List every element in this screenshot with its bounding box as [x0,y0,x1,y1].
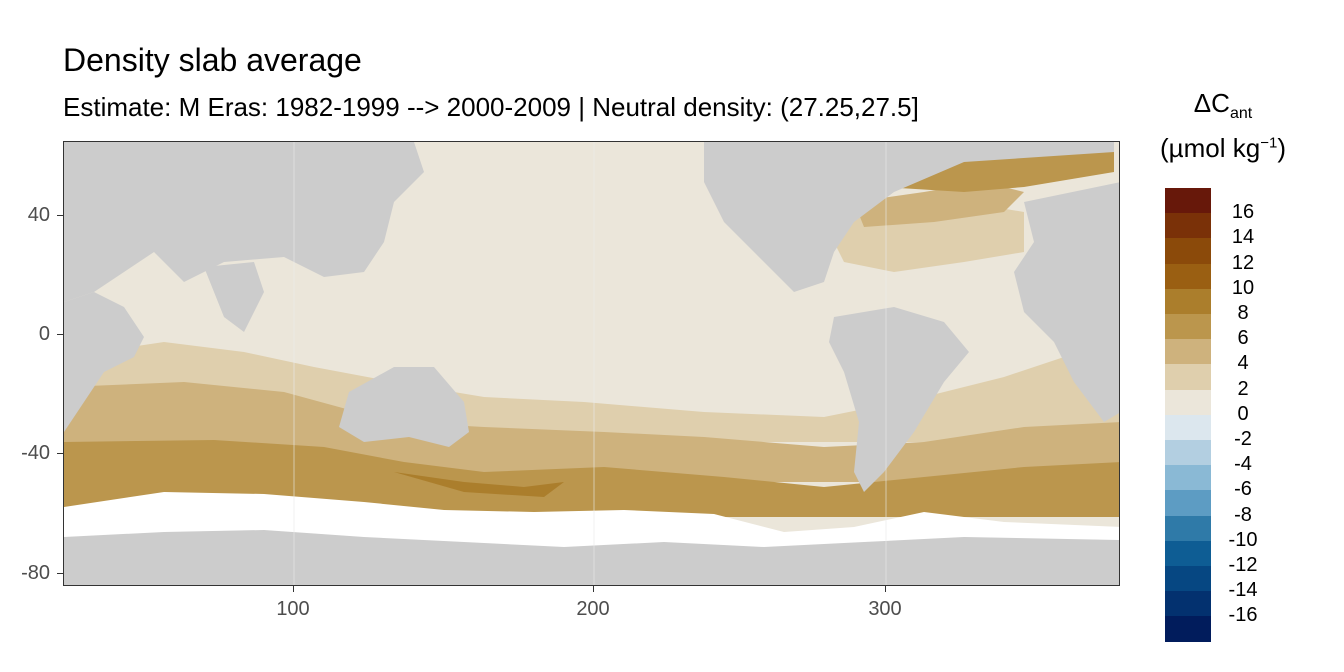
chart-subtitle: Estimate: M Eras: 1982-1999 --> 2000-200… [63,92,919,122]
legend-swatch [1165,288,1211,315]
legend-swatch [1165,263,1211,290]
x-tick-mark [293,586,294,592]
natl-band-2 [854,182,1024,227]
x-tick-mark [593,586,594,592]
legend-label: -16 [1228,604,1258,627]
legend-swatch [1165,314,1211,340]
legend-title: ΔCant [1193,88,1253,123]
legend-swatch [1165,540,1211,567]
legend-swatch [1165,515,1211,542]
legend-swatch [1165,238,1211,265]
legend-label: -4 [1234,453,1252,476]
eurasia-land [64,142,424,302]
north-america-land [704,142,1114,292]
legend-unit: (µmol kg−1) [1160,133,1286,163]
y-tick-mark [57,215,63,216]
legend-swatch [1165,440,1211,466]
chart-title: Density slab average [63,42,362,78]
x-tick-mark [885,586,886,592]
legend-swatch [1165,389,1211,416]
x-tick-label: 200 [576,598,610,620]
legend-swatch [1165,414,1211,441]
legend-label: 6 [1237,327,1249,350]
legend-label: -14 [1228,579,1258,602]
legend-label: 12 [1231,251,1255,274]
antarctica-land [64,530,1119,585]
x-tick-label: 300 [868,598,902,620]
y-tick-label: 0 [38,323,50,345]
legend-label: 2 [1237,377,1249,400]
legend-label: 4 [1237,352,1249,375]
band-8-10 [64,440,1119,517]
map-panel [63,141,1120,586]
legend-label: 10 [1231,276,1255,299]
y-tick-mark [57,453,63,454]
legend-swatch [1165,566,1211,592]
legend-label: 0 [1237,402,1249,425]
africa-east-land [1014,182,1119,422]
y-tick-label: -40 [21,442,50,464]
legend-label: -10 [1228,528,1258,551]
legend-swatch [1165,465,1211,491]
australia-land [339,367,469,447]
legend-label: 16 [1231,201,1255,224]
india-land [204,262,264,332]
y-tick-mark [57,334,63,335]
legend-label: -2 [1234,428,1252,450]
africa-land [64,292,144,432]
legend-swatch [1165,213,1211,239]
legend-swatch [1165,490,1211,517]
legend-swatch [1165,339,1211,365]
y-tick-label: -80 [21,562,50,584]
legend-swatch [1165,364,1211,391]
legend-swatch [1165,616,1211,643]
band-10-12 [394,472,564,497]
legend-swatch [1165,591,1211,617]
map-svg [64,142,1119,585]
x-tick-label: 100 [276,598,310,620]
y-tick-label: 40 [27,204,50,226]
legend-label: -6 [1234,478,1252,501]
legend-label: -8 [1234,503,1252,526]
legend-swatch [1165,188,1211,214]
legend-label: 8 [1237,302,1249,324]
legend-label: 14 [1231,226,1255,249]
south-america-land [829,307,969,492]
legend-label: -12 [1228,554,1258,576]
y-tick-mark [57,573,63,574]
